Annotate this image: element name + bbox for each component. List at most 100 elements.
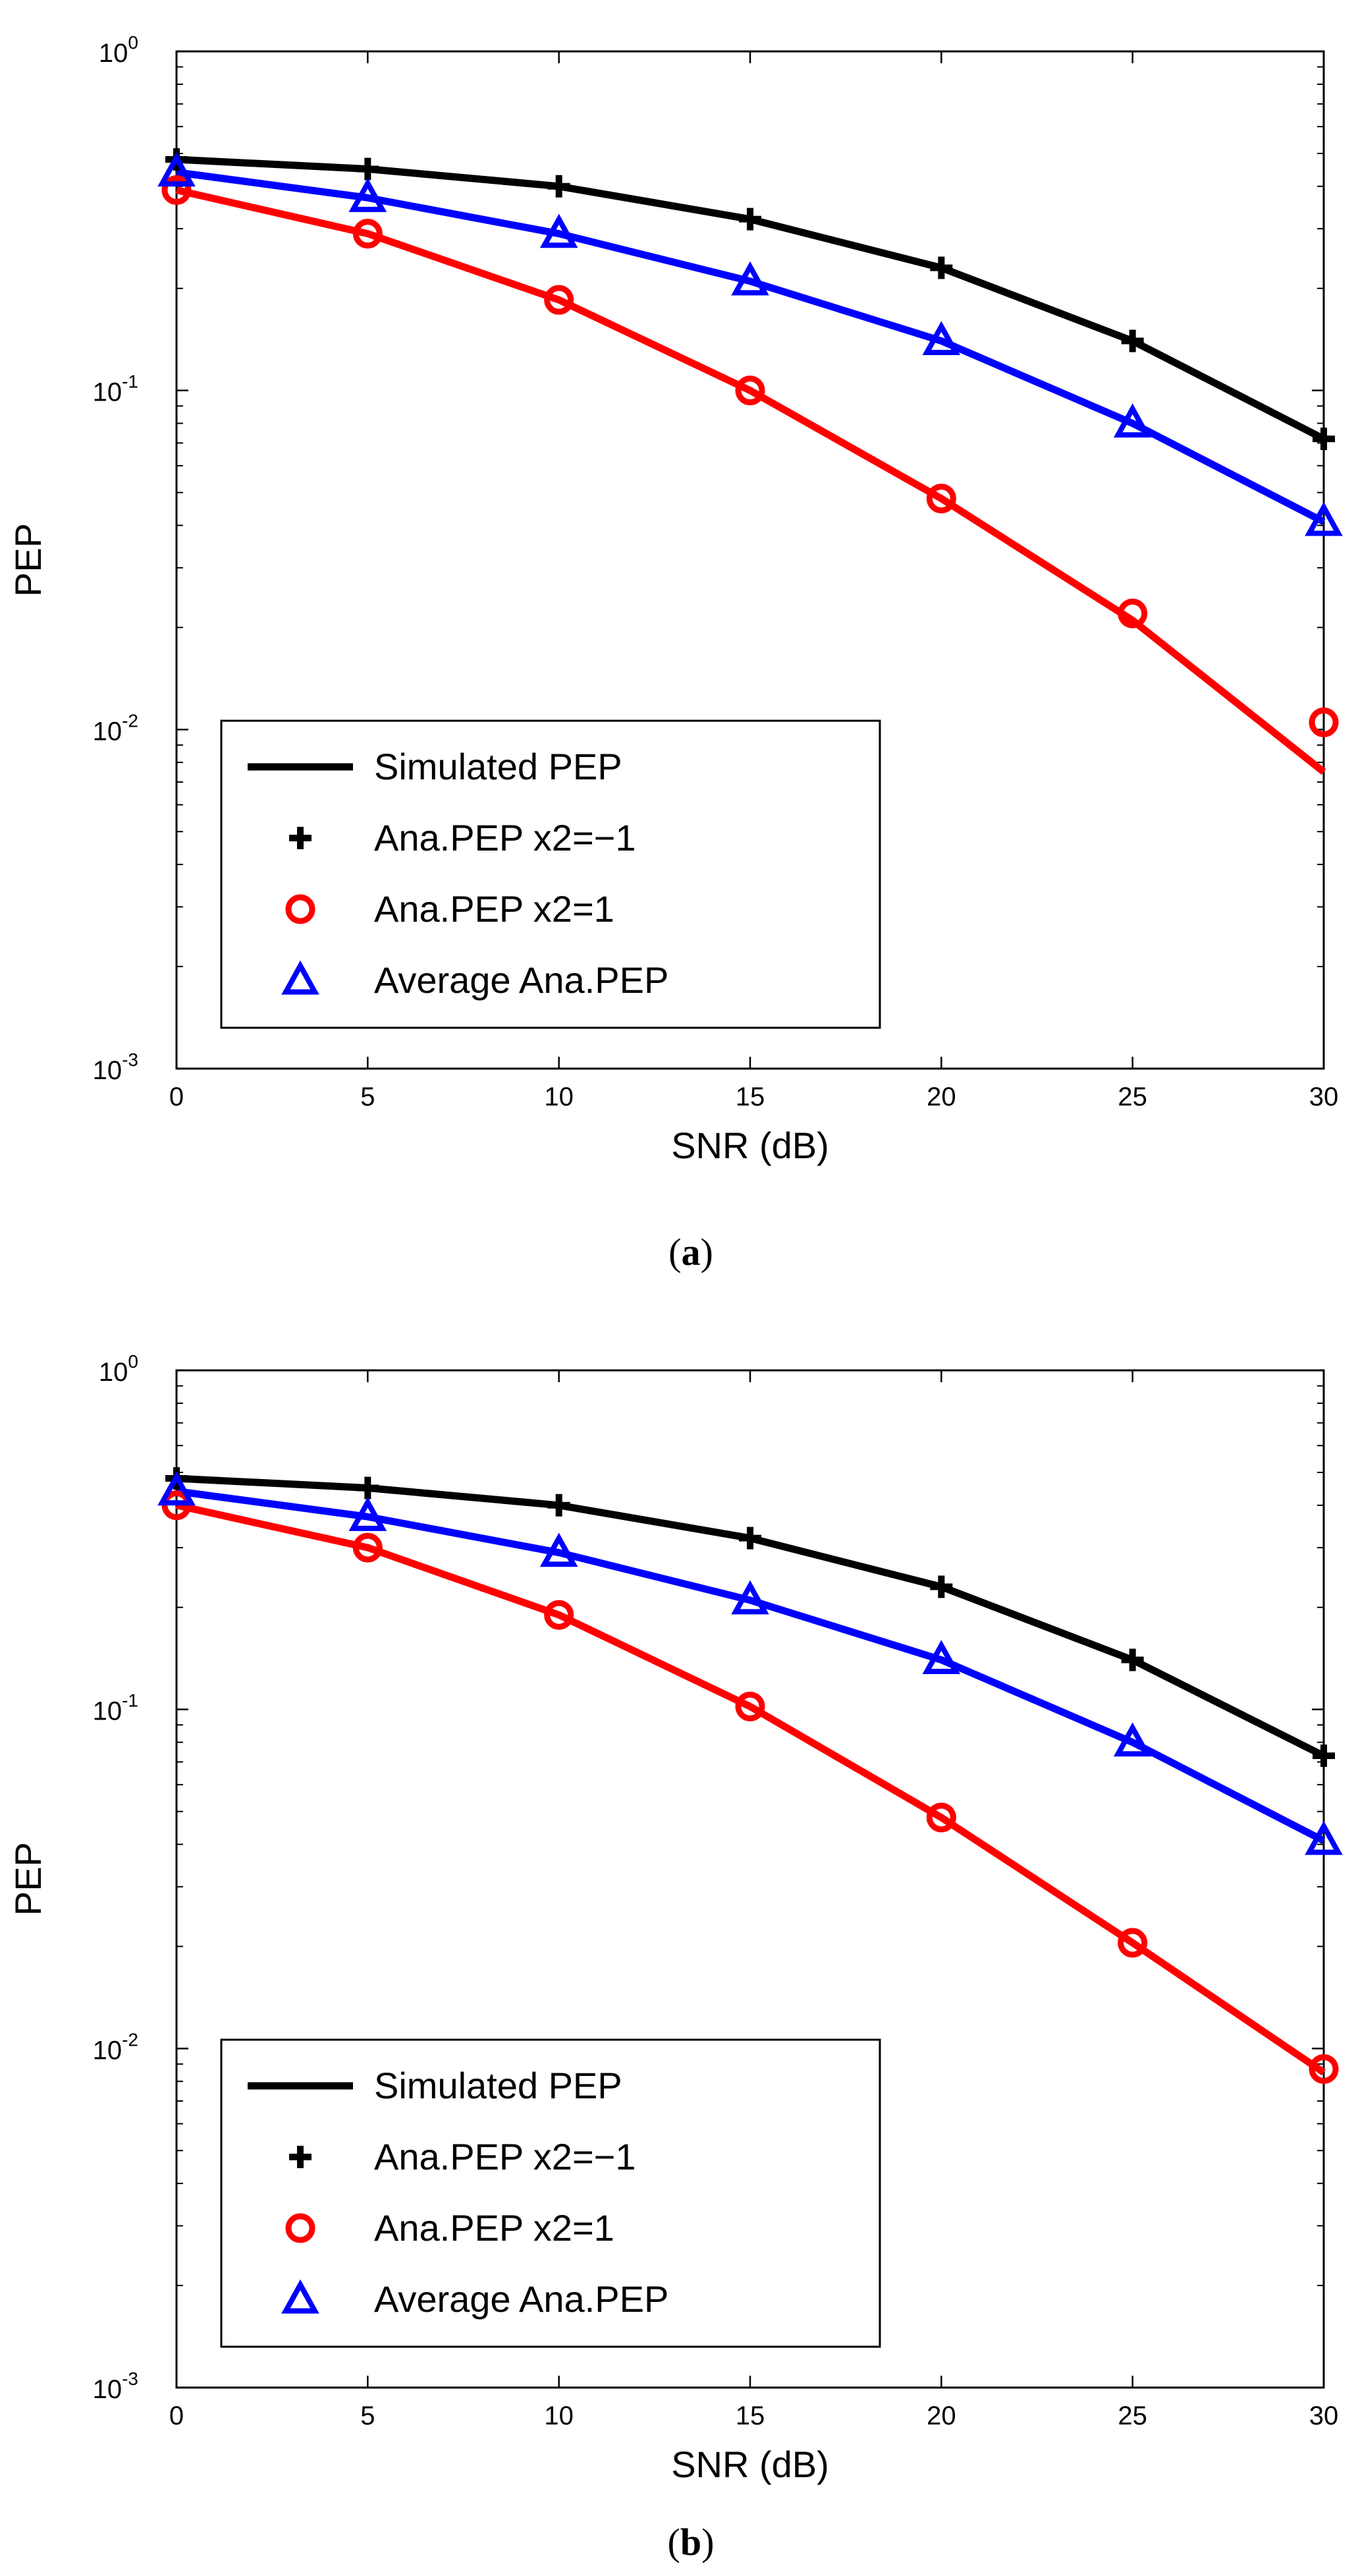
legend-triangle-marker (281, 960, 319, 995)
data-point-plus (739, 1526, 761, 1550)
y-tick-exponent: 0 (128, 1351, 138, 1372)
data-point-circle (1309, 707, 1339, 737)
data-point-plus (547, 1494, 570, 1517)
x-tick-label: 10 (544, 1082, 574, 1111)
data-point-circle (926, 1803, 956, 1833)
y-tick-base: 10 (93, 378, 122, 407)
series-1 (176, 169, 1326, 525)
x-tick-label: 25 (1118, 1082, 1147, 1111)
series-4 (161, 175, 1339, 737)
x-tick-label: 15 (736, 2401, 765, 2430)
data-point-circle (735, 376, 765, 406)
caption-open: ( (668, 2521, 680, 2563)
data-point-triangle (922, 1640, 961, 1675)
data-point-triangle (1305, 501, 1343, 536)
data-point-triangle (731, 1580, 769, 1615)
x-axis-label: SNR (dB) (671, 1125, 829, 1166)
series-line (175, 1501, 1326, 2076)
series-2 (175, 186, 1326, 775)
data-point-triangle (731, 261, 769, 296)
data-point-circle (161, 175, 192, 205)
legend-triangle-marker (281, 2279, 319, 2314)
y-tick-exponent: -3 (122, 2368, 138, 2389)
caption-letter: a (682, 1231, 701, 1274)
x-tick-label: 25 (1118, 2401, 1147, 2430)
x-tick-label: 0 (169, 1082, 184, 1111)
legend-label: Ana.PEP x2=1 (374, 888, 614, 930)
x-tick-label: 5 (360, 1082, 375, 1111)
data-point-plus (1121, 1648, 1144, 1671)
y-tick-exponent: -1 (122, 1691, 138, 1711)
y-axis-label: PEP (7, 523, 49, 597)
data-point-triangle (348, 1496, 387, 1531)
legend-label: Ana.PEP x2=−1 (374, 2136, 636, 2177)
legend-plus-marker (289, 827, 312, 849)
series-5 (157, 1471, 1343, 1855)
data-point-circle (544, 1600, 574, 1630)
legend: Simulated PEP Ana.PEP x2=−1 Ana.PEP x2=1 Av… (220, 719, 881, 1029)
data-point-circle (1118, 1928, 1148, 1958)
data-point-plus (1313, 428, 1335, 451)
data-point-circle (926, 484, 956, 514)
data-point-plus (930, 256, 953, 279)
panel-caption: (b) (668, 2521, 715, 2563)
data-point-triangle (1113, 1722, 1152, 1757)
x-tick-label: 0 (169, 2401, 184, 2430)
data-point-triangle (539, 213, 578, 248)
data-point-plus (547, 175, 570, 198)
series-2 (175, 1501, 1326, 2076)
legend-label: Ana.PEP x2=1 (374, 2207, 614, 2249)
series-5 (157, 152, 1343, 536)
y-tick-exponent: -3 (122, 1050, 138, 1070)
y-tick-label: 100 (99, 32, 138, 68)
legend-circle-marker (285, 2213, 315, 2243)
x-tick-label: 20 (927, 2401, 956, 2430)
x-tick-label: 15 (736, 1082, 765, 1111)
data-point-circle (544, 285, 574, 315)
series-line (176, 169, 1326, 525)
caption-open: ( (668, 1231, 681, 1274)
y-tick-exponent: 0 (128, 32, 138, 53)
y-tick-exponent: -2 (122, 2029, 138, 2050)
y-tick-base: 10 (93, 717, 122, 746)
caption-close: ) (701, 1231, 713, 1274)
panel-caption: (a) (668, 1231, 713, 1274)
y-tick-label: 10-1 (93, 1691, 138, 1726)
y-tick-label: 10-3 (93, 2368, 138, 2404)
data-point-circle (1309, 2054, 1339, 2084)
y-tick-label: 10-1 (93, 372, 138, 407)
x-axis-label: SNR (dB) (671, 2444, 829, 2485)
y-tick-base: 10 (93, 2036, 122, 2065)
data-point-triangle (157, 152, 196, 187)
x-tick-label: 5 (360, 2401, 375, 2430)
legend-plus-marker (289, 2146, 312, 2168)
x-tick-label: 30 (1309, 2401, 1339, 2430)
legend-box (220, 719, 881, 1029)
y-tick-base: 10 (93, 1697, 122, 1726)
caption-letter: b (680, 2521, 701, 2563)
data-point-plus (356, 157, 379, 181)
y-tick-base: 10 (93, 2375, 122, 2404)
legend-label: Average Ana.PEP (374, 2278, 668, 2320)
data-point-plus (1121, 329, 1144, 352)
x-tick-label: 30 (1309, 1082, 1339, 1111)
data-point-circle (735, 1691, 765, 1722)
legend-label: Ana.PEP x2=−1 (374, 817, 636, 858)
y-tick-exponent: -2 (122, 710, 138, 731)
y-tick-label: 10-2 (93, 2029, 138, 2065)
data-point-triangle (1113, 403, 1152, 438)
legend: Simulated PEP Ana.PEP x2=−1 Ana.PEP x2=1 Av… (220, 2038, 881, 2348)
series-line (176, 1488, 1326, 1844)
legend-label: Average Ana.PEP (374, 959, 668, 1001)
data-point-triangle (922, 321, 961, 356)
data-point-triangle (348, 177, 387, 212)
legend-box (220, 2038, 881, 2348)
data-point-circle (352, 219, 383, 249)
data-point-circle (352, 1532, 383, 1563)
series-line (175, 186, 1326, 775)
data-point-plus (356, 1476, 379, 1499)
y-tick-label: 10-2 (93, 710, 138, 746)
y-tick-base: 10 (93, 1056, 122, 1085)
